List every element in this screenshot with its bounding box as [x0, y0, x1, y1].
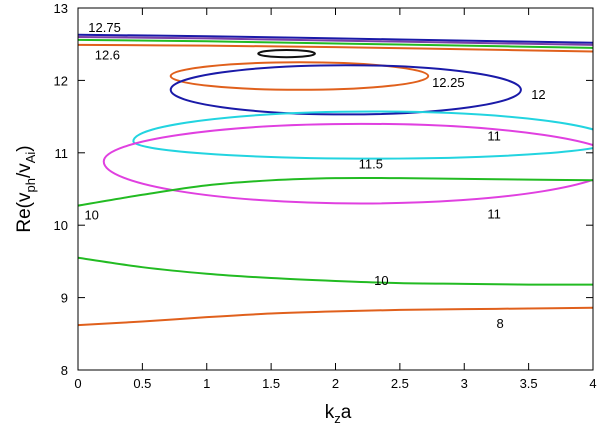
y-tick-label: 9 — [61, 291, 68, 306]
curve-label: 8 — [496, 316, 503, 331]
x-tick-label: 1.5 — [262, 376, 280, 391]
curve-10 — [78, 256, 593, 286]
x-tick-label: 0.5 — [133, 376, 151, 391]
x-tick-label: 3 — [461, 376, 468, 391]
curve-9 — [78, 176, 593, 207]
curve-label: 12.6 — [95, 47, 120, 62]
curve-label: 10 — [374, 273, 388, 288]
curve-label: 11.5 — [359, 157, 383, 172]
curve-6 — [169, 64, 522, 116]
curve-label: 11 — [487, 128, 501, 143]
x-tick-label: 2.5 — [391, 376, 409, 391]
plot-frame — [77, 7, 594, 371]
curve-2 — [78, 38, 593, 49]
curve-5 — [169, 61, 430, 91]
x-tick-label: 0 — [74, 376, 81, 391]
curve-4 — [257, 48, 316, 59]
curve-label: 12.75 — [88, 20, 121, 35]
x-axis-label: kza — [325, 402, 352, 426]
y-tick-label: 10 — [54, 218, 68, 233]
y-tick-label: 13 — [54, 1, 68, 16]
curve-label: 12 — [531, 87, 545, 102]
curve-7 — [132, 110, 593, 160]
y-tick-label: 8 — [61, 363, 68, 378]
curve-label: 11 — [487, 207, 501, 222]
curves — [78, 33, 593, 327]
curve-11 — [78, 306, 593, 327]
curve-label: 12.25 — [432, 75, 465, 90]
y-tick-label: 12 — [54, 73, 68, 88]
x-tick-label: 4 — [589, 376, 596, 391]
curve-8 — [102, 122, 593, 205]
curve-1 — [78, 35, 593, 46]
curve-0 — [78, 33, 593, 44]
x-tick-label: 2 — [332, 376, 339, 391]
x-tick-label: 3.5 — [520, 376, 538, 391]
x-tick-label: 1 — [203, 376, 210, 391]
curve-3 — [78, 43, 593, 53]
curve-label: 10 — [84, 207, 98, 222]
y-axis-label: Re(vph/vAi) — [14, 145, 38, 232]
y-tick-label: 11 — [55, 146, 69, 161]
curve-annotations: 12.75 12.6 12.25 12 11 11.5 11 10 10 8 — [84, 20, 545, 331]
